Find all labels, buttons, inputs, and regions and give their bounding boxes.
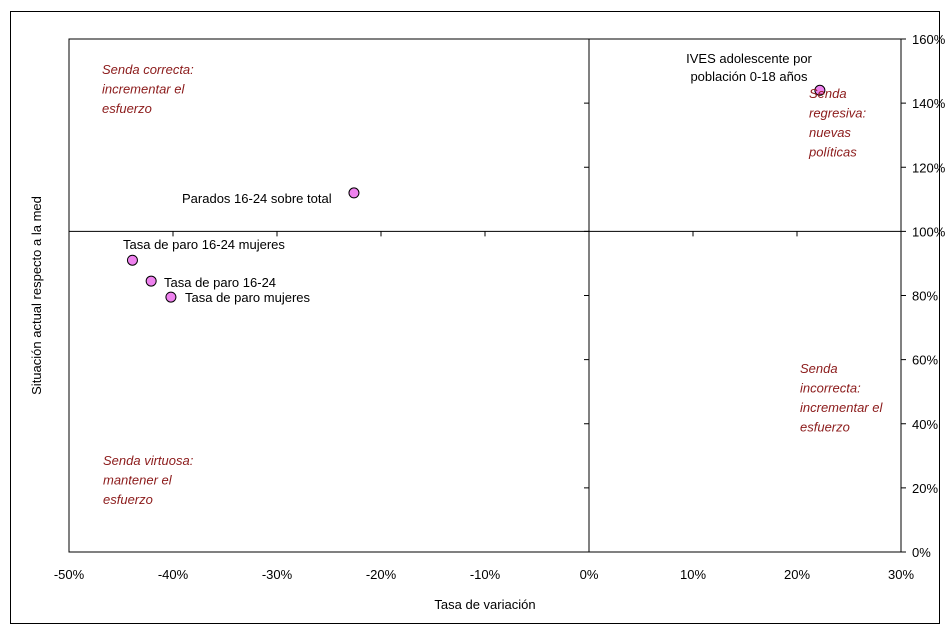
zone-label: mantener el bbox=[103, 473, 173, 488]
x-tick-label: -40% bbox=[158, 567, 189, 582]
y-tick-label: 40% bbox=[912, 417, 938, 432]
x-tick-label: 10% bbox=[680, 567, 706, 582]
zone-label: esfuerzo bbox=[102, 101, 152, 116]
zone-label: esfuerzo bbox=[103, 492, 153, 507]
y-tick-label: 80% bbox=[912, 289, 938, 304]
y-tick-label: 160% bbox=[912, 32, 946, 47]
zone-label: Senda bbox=[809, 86, 847, 101]
point-label: Parados 16-24 sobre total bbox=[182, 191, 332, 206]
zone-label: políticas bbox=[808, 145, 857, 160]
x-tick-label: -50% bbox=[54, 567, 85, 582]
x-tick-label: 0% bbox=[580, 567, 599, 582]
y-tick-label: 100% bbox=[912, 224, 946, 239]
y-tick-label: 20% bbox=[912, 481, 938, 496]
x-tick-label: -20% bbox=[366, 567, 397, 582]
y-tick-label: 140% bbox=[912, 96, 946, 111]
point-label: Tasa de paro mujeres bbox=[185, 290, 311, 305]
zone-label: Senda virtuosa: bbox=[103, 453, 194, 468]
y-tick-label: 60% bbox=[912, 353, 938, 368]
zone-label: nuevas bbox=[809, 125, 851, 140]
y-axis-title: Situación actual respecto a la med bbox=[29, 196, 44, 395]
data-point bbox=[145, 275, 157, 287]
data-point bbox=[348, 187, 360, 199]
data-point bbox=[814, 84, 826, 96]
chart-root: -50% -40% -30% -20% -10% 0% 10% 20% 30% 0% 20% 40% 6… bbox=[29, 32, 946, 612]
zone-label: incrementar el bbox=[102, 82, 185, 97]
x-tick-label: -30% bbox=[262, 567, 293, 582]
x-tick-label: 30% bbox=[888, 567, 914, 582]
data-point bbox=[165, 291, 177, 303]
point-label: IVES adolescente por bbox=[686, 51, 812, 66]
data-point bbox=[126, 254, 138, 266]
point-label: Tasa de paro 16-24 mujeres bbox=[123, 237, 285, 252]
zone-label: regresiva: bbox=[809, 106, 866, 121]
point-label: Tasa de paro 16-24 bbox=[164, 275, 276, 290]
point-label: población 0-18 años bbox=[690, 69, 808, 84]
zone-label: incorrecta: bbox=[800, 381, 861, 396]
x-tick-label: -10% bbox=[470, 567, 501, 582]
zone-label: Senda correcta: bbox=[102, 62, 194, 77]
zone-label: Senda bbox=[800, 361, 838, 376]
y-tick-label: 0% bbox=[912, 545, 931, 560]
x-tick-label: 20% bbox=[784, 567, 810, 582]
y-tick-label: 120% bbox=[912, 160, 946, 175]
x-axis-title: Tasa de variación bbox=[434, 597, 535, 612]
zone-label: incrementar el bbox=[800, 400, 883, 415]
chart-frame bbox=[10, 11, 940, 624]
zone-label: esfuerzo bbox=[800, 420, 850, 435]
